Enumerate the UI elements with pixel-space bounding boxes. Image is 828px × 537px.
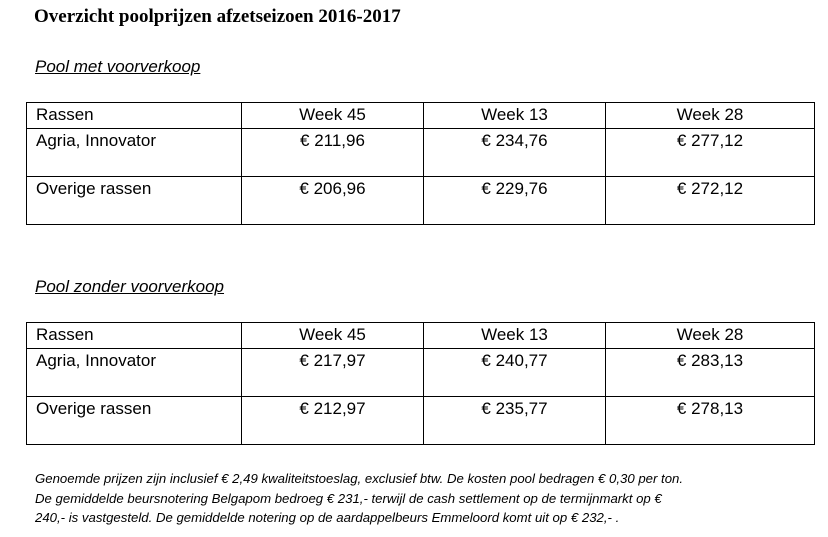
data-row: Overige rassen € 206,96 € 229,76 € 272,12: [26, 176, 815, 225]
header-cell: Rassen: [26, 322, 242, 349]
section-heading: Pool met voorverkoop: [35, 57, 201, 76]
cell: Agria, Innovator: [26, 128, 242, 177]
cell: € 211,96: [241, 128, 424, 177]
cell: € 235,77: [423, 396, 606, 445]
footnote-line: Genoemde prijzen zijn inclusief € 2,49 k…: [35, 471, 684, 486]
price-table: Rassen Week 45 Week 13 Week 28 Agria, Innova…: [26, 322, 815, 445]
title: Overzicht poolprijzen afzetseizoen 2016-…: [34, 6, 401, 27]
data-row: Agria, Innovator € 217,97 € 240,77 € 283,13: [26, 348, 815, 397]
cell: € 217,97: [241, 348, 424, 397]
section-heading: Pool zonder voorverkoop: [35, 277, 225, 296]
header-cell: Week 13: [423, 102, 606, 129]
header-cell: Week 45: [241, 102, 424, 129]
footnote-line: De gemiddelde beursnotering Belgapom bed…: [35, 490, 662, 506]
cell: € 240,77: [423, 348, 606, 397]
header-row: Rassen Week 45 Week 13 Week 28: [26, 322, 815, 349]
header-cell: Week 28: [605, 102, 815, 129]
cell: Agria, Innovator: [26, 348, 242, 397]
header-cell: Week 13: [423, 322, 606, 349]
footnote-line: 240,- is vastgesteld. De gemiddelde note…: [35, 510, 620, 525]
header-row: Rassen Week 45 Week 13 Week 28: [26, 102, 815, 129]
cell: € 212,97: [241, 396, 424, 445]
cell: Overige rassen: [26, 396, 242, 445]
header-cell: Week 28: [605, 322, 815, 349]
cell: € 234,76: [423, 128, 606, 177]
header-cell: Week 45: [241, 322, 424, 349]
header-cell: Rassen: [26, 102, 242, 129]
cell: Overige rassen: [26, 176, 242, 225]
cell: € 283,13: [605, 348, 815, 397]
cell: € 229,76: [423, 176, 606, 225]
price-table: Rassen Week 45 Week 13 Week 28 Agria, Innova…: [26, 102, 815, 225]
footnote: Genoemde prijzen zijn inclusief € 2,49 k…: [35, 469, 683, 528]
cell: € 277,12: [605, 128, 815, 177]
cell: € 272,12: [605, 176, 815, 225]
data-row: Agria, Innovator € 211,96 € 234,76 € 277,12: [26, 128, 815, 177]
data-row: Overige rassen € 212,97 € 235,77 € 278,13: [26, 396, 815, 445]
cell: € 278,13: [605, 396, 815, 445]
cell: € 206,96: [241, 176, 424, 225]
